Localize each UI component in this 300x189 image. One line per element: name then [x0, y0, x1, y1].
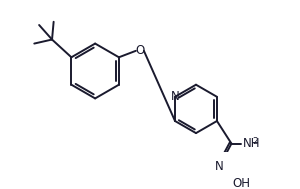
Text: N: N — [215, 160, 224, 173]
Text: OH: OH — [232, 177, 250, 189]
Text: O: O — [135, 44, 145, 57]
Text: 2: 2 — [252, 137, 258, 146]
Text: NH: NH — [243, 137, 260, 150]
Text: N: N — [171, 90, 179, 103]
